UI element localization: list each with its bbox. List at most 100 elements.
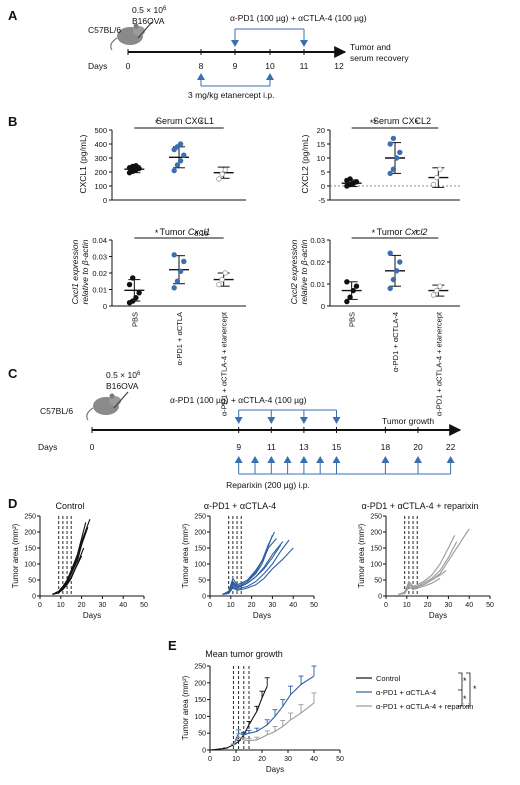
sig-label: 0.16: [195, 231, 209, 238]
treatment-arrow-icon: [267, 417, 276, 424]
data-point: [393, 155, 400, 161]
mouse-icon-a: [110, 21, 153, 51]
etanercept-label-a: 3 mg/kg etanercept i.p.: [188, 90, 274, 100]
x-tick-label: α-PD1 + αCTLA: [175, 312, 184, 365]
data-point: [397, 259, 403, 265]
x-tick-label: 10: [227, 602, 235, 609]
timeline-tick-label-c: 20: [413, 442, 423, 452]
series-line: [52, 527, 89, 595]
data-point: [171, 252, 177, 258]
legend-mean: Control α-PD1 + αCTLA-4 α-PD1 + αCTLA-4 …: [356, 672, 477, 711]
x-tick-label: 40: [465, 602, 473, 609]
y-tick-label: 0: [32, 594, 36, 601]
panel-e: E Mean tumor growth 0 50 100 150 200 250 0 10 20…: [168, 638, 477, 774]
y-tick-label: 50: [198, 731, 206, 738]
x-tick-label: 0: [384, 602, 388, 609]
sig-bracket-1: [458, 672, 463, 707]
x-axis-label: Days: [266, 765, 284, 774]
y-tick-label: 0.02: [92, 269, 107, 278]
y-tick-label: 0: [202, 748, 206, 755]
series-line: [398, 534, 456, 595]
y-tick-label: 0.03: [310, 236, 325, 245]
legend-label-control: Control: [376, 674, 401, 683]
line-chart-7: 0 50 100 150 200 250 0 10 20 30 40 50 Days Tumor area…: [181, 664, 344, 775]
reparixin-arrow-icon: [446, 456, 455, 463]
data-point: [177, 158, 184, 164]
data-point: [219, 171, 225, 177]
data-point: [393, 268, 400, 274]
mouse-icon-c: [86, 391, 129, 421]
panel-b: B Serum CXCL1 Serum CXCL2 Tumor Cxcl1 Tu…: [8, 114, 460, 416]
strain-label-a: C57BL/6: [88, 25, 121, 35]
x-tick-label: 20: [258, 756, 266, 763]
reparixin-arrow-icon: [267, 456, 276, 463]
cell-line-label-a: B16OVA: [132, 16, 165, 26]
scatter-chart-2: 0 0.01 0.02 0.03 0.04 PBS α-PD1 + αCTLA α-PD1 +…: [92, 228, 246, 416]
data-point: [390, 135, 397, 142]
timeline-tick-label-c: 0: [90, 442, 95, 452]
x-tick-label: 30: [445, 602, 453, 609]
y-tick-label: 15: [317, 140, 325, 149]
data-point: [136, 290, 142, 296]
y-tick-label: 0: [378, 594, 382, 601]
strain-label-c: C57BL/6: [40, 406, 73, 416]
scatter-chart-0: 0 100 200 300 400 500 * *: [94, 118, 246, 205]
y-tick-label: 100: [24, 562, 36, 569]
y-tick-label: 500: [94, 126, 107, 135]
timeline-tick-label-c: 22: [446, 442, 456, 452]
x-tick-label: 30: [99, 602, 107, 609]
data-point: [434, 287, 440, 294]
series-line: [52, 531, 87, 595]
data-point: [133, 162, 139, 169]
panel-label-c: C: [8, 366, 18, 381]
reparixin-arrow-icon: [251, 456, 259, 463]
y-axis-label-tumor-cxcl1-1: Cxcl1 expression: [70, 239, 80, 304]
treatment-bracket-c: [234, 409, 341, 424]
reparixin-label-c: Reparixin (200 µg) i.p.: [226, 480, 310, 490]
data-point: [222, 167, 228, 173]
data-point: [437, 166, 443, 172]
y-tick-label: 50: [28, 578, 36, 585]
timeline-tick-label-a: 11: [300, 61, 309, 71]
panel-label-b: B: [8, 114, 17, 129]
outcome-label-a-2: serum recovery: [350, 53, 409, 63]
chart-title-mean: Mean tumor growth: [205, 649, 283, 659]
days-label-a: Days: [88, 61, 107, 71]
treatment-arrow-icon: [234, 417, 243, 424]
y-tick-label: 300: [94, 154, 107, 163]
sig-label: *: [372, 228, 376, 238]
x-axis-label: Days: [429, 611, 447, 620]
sig-label: **: [370, 118, 378, 128]
x-tick-label: 20: [78, 602, 86, 609]
sig-label: *: [415, 228, 419, 238]
x-tick-label: PBS: [130, 312, 139, 327]
chart-title-serum-cxcl2: Serum CXCL2: [373, 116, 431, 126]
line-chart-6: 0 50 100 150 200 250 0 10 20 30 40 50 Days Tumor area…: [357, 514, 494, 621]
y-tick-label: 150: [194, 546, 206, 553]
x-tick-label: 50: [486, 602, 494, 609]
data-point: [177, 141, 184, 147]
y-tick-label: 0: [103, 196, 107, 205]
legend-label-treated: α-PD1 + αCTLA-4: [376, 688, 436, 697]
y-tick-label: 200: [194, 680, 206, 687]
timeline-tick-label-a: 10: [265, 61, 275, 71]
data-point: [437, 283, 443, 289]
x-tick-label: 40: [119, 602, 127, 609]
x-tick-label: α-PD1 + αCTLA-4 + etanercept: [220, 311, 229, 416]
timeline-tick-label-c: 13: [299, 442, 309, 452]
y-tick-label: 150: [24, 546, 36, 553]
timeline-tick-label-c: 9: [236, 442, 241, 452]
y-tick-label: 250: [24, 514, 36, 521]
y-tick-label: 150: [194, 697, 206, 704]
panel-label-a: A: [8, 8, 18, 23]
timeline-ticks-a: 0 8 9 10 11 12: [126, 49, 344, 71]
y-axis-label-tumor-cxcl2-1: Cxcl2 expression: [289, 239, 299, 304]
y-tick-label: 0.02: [310, 258, 325, 267]
y-tick-label: 50: [374, 578, 382, 585]
y-tick-label: 250: [370, 514, 382, 521]
y-axis-label-tumor-cxcl1-2: relative to β-actin: [80, 239, 90, 304]
data-point: [126, 281, 133, 288]
data-point: [387, 141, 393, 147]
